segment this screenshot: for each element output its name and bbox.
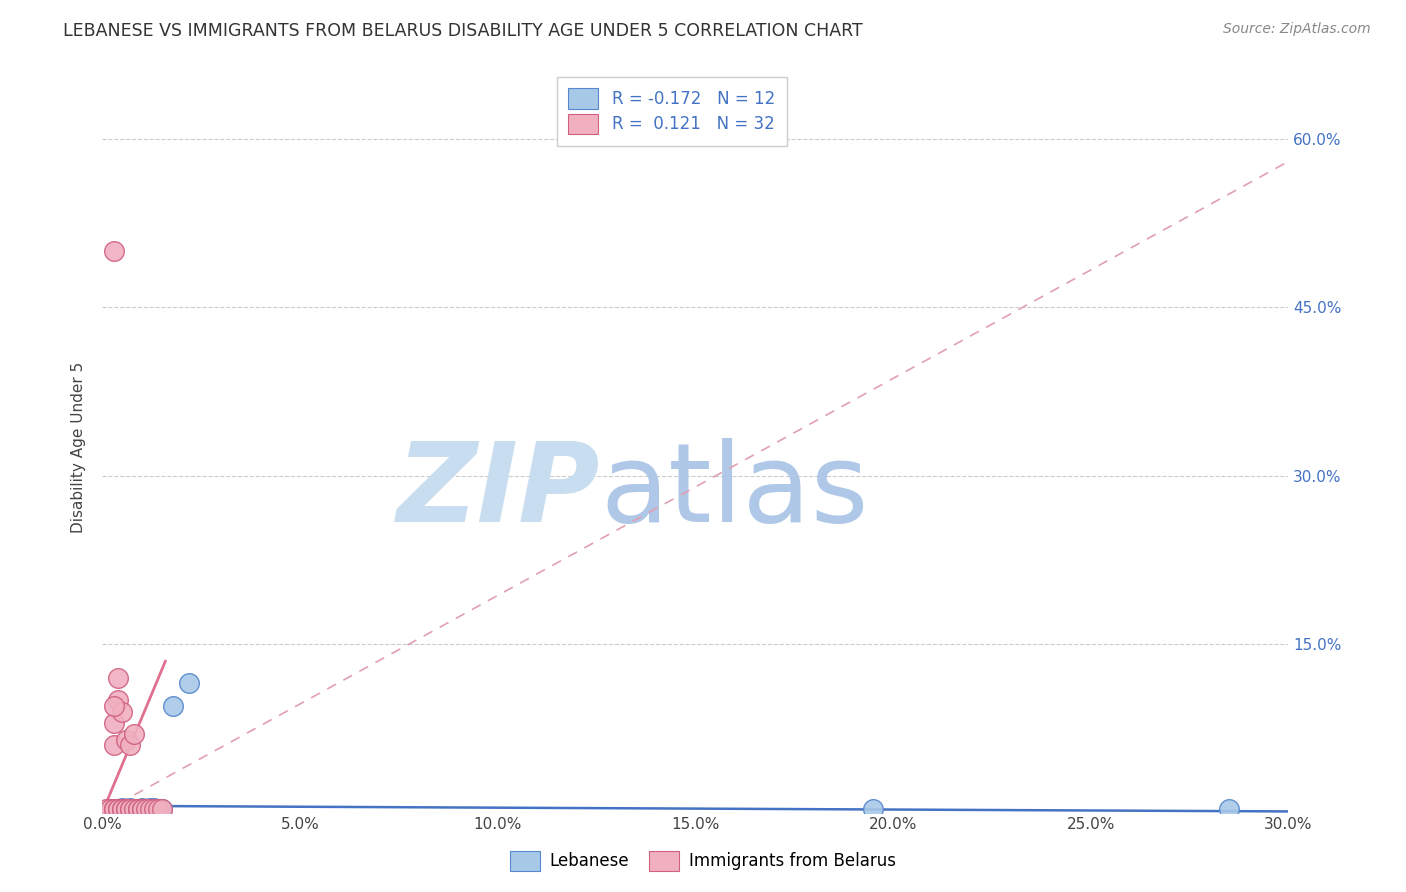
Point bbox=[111, 802, 134, 816]
Point bbox=[150, 802, 173, 816]
Point bbox=[103, 802, 125, 816]
Point bbox=[103, 802, 125, 816]
Point bbox=[142, 802, 165, 816]
Point bbox=[127, 802, 149, 816]
Point bbox=[111, 801, 134, 815]
Legend: R = -0.172   N = 12, R =  0.121   N = 32: R = -0.172 N = 12, R = 0.121 N = 32 bbox=[557, 77, 786, 145]
Point bbox=[118, 802, 141, 816]
Point bbox=[111, 802, 134, 816]
Point bbox=[138, 801, 160, 815]
Point bbox=[115, 732, 138, 747]
Legend: Lebanese, Immigrants from Belarus: Lebanese, Immigrants from Belarus bbox=[502, 842, 904, 880]
Point bbox=[150, 802, 173, 816]
Point bbox=[127, 802, 149, 816]
Point bbox=[115, 802, 138, 816]
Y-axis label: Disability Age Under 5: Disability Age Under 5 bbox=[72, 362, 86, 533]
Point bbox=[107, 693, 129, 707]
Text: atlas: atlas bbox=[600, 438, 869, 545]
Point bbox=[103, 738, 125, 752]
Point bbox=[107, 802, 129, 816]
Point bbox=[103, 244, 125, 259]
Point bbox=[96, 802, 118, 816]
Point bbox=[98, 802, 121, 816]
Point bbox=[118, 738, 141, 752]
Point bbox=[131, 802, 153, 816]
Point bbox=[862, 802, 884, 816]
Point bbox=[127, 802, 149, 816]
Point bbox=[107, 671, 129, 685]
Text: LEBANESE VS IMMIGRANTS FROM BELARUS DISABILITY AGE UNDER 5 CORRELATION CHART: LEBANESE VS IMMIGRANTS FROM BELARUS DISA… bbox=[63, 22, 863, 40]
Point bbox=[146, 802, 169, 816]
Point bbox=[115, 802, 138, 816]
Point bbox=[138, 802, 160, 816]
Point bbox=[162, 698, 184, 713]
Point bbox=[122, 727, 145, 741]
Point bbox=[118, 802, 141, 816]
Point bbox=[107, 802, 129, 816]
Point bbox=[118, 801, 141, 815]
Point bbox=[122, 802, 145, 816]
Text: ZIP: ZIP bbox=[396, 438, 600, 545]
Point bbox=[142, 801, 165, 815]
Point bbox=[179, 676, 201, 690]
Point bbox=[103, 698, 125, 713]
Point bbox=[131, 802, 153, 816]
Point bbox=[103, 715, 125, 730]
Point bbox=[111, 705, 134, 719]
Point bbox=[135, 802, 157, 816]
Point bbox=[1218, 802, 1240, 816]
Point bbox=[103, 802, 125, 816]
Point bbox=[131, 801, 153, 815]
Text: Source: ZipAtlas.com: Source: ZipAtlas.com bbox=[1223, 22, 1371, 37]
